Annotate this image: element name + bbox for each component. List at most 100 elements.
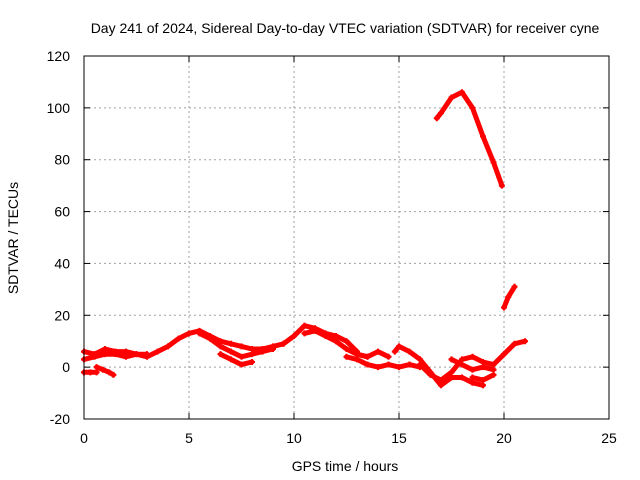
data-point xyxy=(217,343,224,350)
data-point xyxy=(375,364,381,371)
data-point xyxy=(217,351,224,358)
data-point xyxy=(228,348,234,355)
data-point xyxy=(87,369,94,376)
data-point xyxy=(490,366,497,373)
data-point xyxy=(238,343,245,350)
data-point xyxy=(112,348,119,355)
data-point xyxy=(270,345,276,352)
data-point xyxy=(448,356,455,363)
data-point xyxy=(102,345,108,352)
data-point xyxy=(259,348,266,355)
data-point xyxy=(228,356,234,363)
data-point xyxy=(91,351,98,358)
data-point xyxy=(490,159,497,166)
data-point xyxy=(312,327,318,334)
data-point xyxy=(385,353,392,360)
data-point xyxy=(522,338,528,345)
data-point xyxy=(469,366,476,373)
data-point xyxy=(448,374,455,381)
data-point xyxy=(133,351,140,358)
data-point xyxy=(343,345,350,352)
data-point xyxy=(480,382,486,389)
data-point xyxy=(333,333,339,340)
data-point xyxy=(354,351,360,358)
data-point xyxy=(459,374,465,381)
data-point xyxy=(417,356,423,363)
data-point xyxy=(498,182,505,189)
data-point xyxy=(438,377,444,384)
data-point xyxy=(217,338,224,345)
grid xyxy=(84,56,609,419)
data-point xyxy=(438,110,444,117)
data-point xyxy=(322,333,329,340)
data-point xyxy=(343,353,350,360)
data-point xyxy=(480,364,486,371)
data-point xyxy=(480,133,486,140)
data-point xyxy=(165,343,171,350)
y-tick-label: 20 xyxy=(54,307,70,323)
ticks: 0 5 10 15 20 25 -20 0 20 40 60 80 100 120 xyxy=(47,48,617,446)
data-point xyxy=(459,356,465,363)
data-point xyxy=(501,304,507,311)
data-point xyxy=(375,348,381,355)
data-point xyxy=(448,94,455,101)
data-point xyxy=(186,330,192,337)
chart-title: Day 241 of 2024, Sidereal Day-to-day VTE… xyxy=(91,20,600,36)
data-point xyxy=(175,335,182,342)
data-point xyxy=(106,369,113,376)
y-tick-label: 80 xyxy=(54,152,70,168)
series-line-track-12 xyxy=(417,338,528,383)
data-point xyxy=(469,374,476,381)
data-point xyxy=(196,330,203,337)
series-line-track-6 xyxy=(218,351,255,368)
data-point xyxy=(123,348,129,355)
data-point xyxy=(417,361,423,368)
data-point xyxy=(238,353,245,360)
data-point xyxy=(469,379,476,386)
data-point xyxy=(396,343,402,350)
data-point xyxy=(459,361,465,368)
data-point xyxy=(291,333,297,340)
data-point xyxy=(501,351,507,358)
data-point xyxy=(93,369,100,376)
series-group xyxy=(81,89,528,389)
data-point xyxy=(469,104,476,111)
data-point xyxy=(385,361,392,368)
data-point xyxy=(280,340,287,347)
series-line-track-15 xyxy=(434,89,505,189)
series-line-track-10 xyxy=(354,349,391,360)
data-point xyxy=(480,358,486,365)
data-point xyxy=(459,89,465,96)
data-point xyxy=(396,364,402,371)
y-tick-label: -20 xyxy=(50,411,70,427)
data-point xyxy=(490,361,497,368)
data-point xyxy=(343,338,350,345)
data-point xyxy=(110,371,117,378)
y-tick-label: 120 xyxy=(47,48,71,64)
x-tick-label: 15 xyxy=(391,430,407,446)
y-axis-title: SDTVAR / TECUs xyxy=(5,182,21,294)
data-point xyxy=(391,348,398,355)
data-point xyxy=(249,351,255,358)
data-point xyxy=(448,369,455,376)
data-point xyxy=(438,382,444,389)
data-point xyxy=(511,283,518,290)
data-point xyxy=(354,356,360,363)
x-axis-title: GPS time / hours xyxy=(292,458,399,474)
data-point xyxy=(207,335,213,342)
data-point xyxy=(301,330,308,337)
data-point xyxy=(249,345,255,352)
series-line-track-4 xyxy=(94,364,116,378)
y-tick-label: 0 xyxy=(62,359,70,375)
data-point xyxy=(364,361,371,368)
y-tick-label: 100 xyxy=(47,100,71,116)
plot-frame xyxy=(83,55,610,420)
data-point xyxy=(364,353,371,360)
data-point xyxy=(102,351,108,358)
data-point xyxy=(301,322,308,329)
x-tick-label: 20 xyxy=(496,430,512,446)
data-point xyxy=(154,348,161,355)
data-point xyxy=(238,361,245,368)
data-point xyxy=(490,371,497,378)
